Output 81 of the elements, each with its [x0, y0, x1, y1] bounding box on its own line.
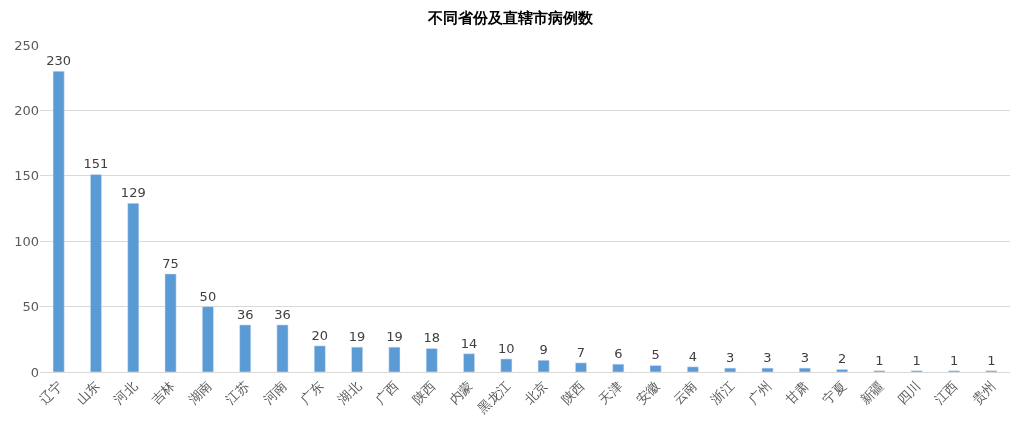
data-label: 9 — [539, 342, 548, 358]
data-label: 5 — [651, 347, 660, 363]
bar — [537, 359, 550, 372]
bar — [425, 348, 438, 372]
x-tick-label: 广州 — [745, 378, 775, 408]
data-label: 36 — [274, 306, 291, 322]
data-label: 4 — [688, 348, 698, 364]
x-tick-label: 陕西 — [558, 378, 588, 408]
bar — [687, 366, 699, 372]
data-label: 10 — [498, 340, 515, 356]
x-tick-label: 甘肃 — [782, 378, 812, 408]
x-tick-label: 四川 — [894, 378, 924, 408]
bar — [500, 358, 513, 372]
x-tick-label: 湖北 — [334, 378, 364, 408]
x-tick-label: 广东 — [297, 378, 327, 408]
y-tick-label: 50 — [22, 299, 39, 315]
data-label: 1 — [912, 352, 921, 368]
data-label: 20 — [311, 327, 329, 343]
x-tick-label: 广西 — [372, 378, 402, 408]
x-tick-label: 陕西 — [409, 378, 439, 408]
data-label: 19 — [348, 329, 366, 345]
bar — [90, 174, 102, 372]
y-tick-label: 150 — [14, 168, 39, 184]
bar — [388, 346, 401, 372]
data-label: 18 — [423, 330, 440, 346]
x-tick-label: 吉林 — [148, 378, 178, 408]
y-tick-label: 250 — [14, 37, 39, 53]
bar — [52, 70, 65, 372]
bar — [798, 367, 811, 372]
y-tick-label: 0 — [30, 364, 39, 380]
x-tick-label: 黑龙江 — [474, 378, 514, 417]
bar — [761, 367, 774, 372]
bar — [724, 367, 737, 372]
x-tick-label: 安徽 — [633, 378, 663, 408]
bar — [463, 353, 475, 372]
x-tick-label: 天津 — [596, 378, 625, 408]
bar — [836, 369, 848, 372]
data-label: 7 — [576, 344, 586, 360]
x-tick-label: 辽宁 — [36, 378, 66, 408]
x-tick-label: 江苏 — [222, 378, 252, 408]
data-label: 230 — [46, 53, 72, 69]
x-tick-label: 贵州 — [969, 378, 999, 408]
bar — [276, 324, 289, 372]
bar — [164, 273, 177, 372]
bar — [575, 362, 587, 372]
data-label: 3 — [800, 350, 809, 366]
x-tick-label: 江西 — [931, 378, 961, 408]
data-label: 19 — [386, 329, 403, 345]
x-tick-label: 内蒙 — [446, 378, 476, 408]
bar — [239, 324, 252, 372]
data-label: 3 — [726, 350, 735, 366]
x-tick-label: 浙江 — [707, 378, 737, 408]
data-label: 1 — [987, 352, 996, 368]
x-tick-label: 河北 — [111, 378, 140, 408]
x-tick-label: 新疆 — [857, 378, 887, 408]
bar — [127, 203, 140, 372]
x-tick-label: 湖南 — [185, 378, 215, 408]
y-tick-label: 100 — [14, 233, 39, 249]
data-label: 14 — [460, 335, 478, 351]
x-tick-label: 山东 — [73, 378, 103, 408]
x-tick-label: 宁夏 — [819, 378, 849, 408]
data-label: 3 — [763, 350, 772, 366]
bar — [649, 365, 662, 372]
data-label: 6 — [614, 346, 623, 362]
bar — [612, 363, 625, 372]
x-tick-label: 河南 — [260, 378, 290, 408]
data-label: 129 — [120, 185, 146, 201]
y-tick-label: 200 — [14, 102, 39, 118]
bar — [313, 345, 326, 372]
data-label: 50 — [199, 288, 217, 304]
x-tick-label: 北京 — [521, 378, 551, 408]
data-label: 151 — [83, 156, 109, 172]
x-tick-label: 云南 — [670, 378, 700, 408]
bar — [202, 306, 214, 372]
data-label: 2 — [837, 351, 847, 367]
chart-title: 不同省份及直辖市病例数 — [426, 9, 594, 28]
bar — [351, 346, 363, 372]
data-label: 36 — [236, 306, 254, 322]
data-label: 1 — [949, 352, 959, 368]
data-label: 75 — [162, 255, 179, 271]
data-label: 1 — [875, 352, 884, 368]
